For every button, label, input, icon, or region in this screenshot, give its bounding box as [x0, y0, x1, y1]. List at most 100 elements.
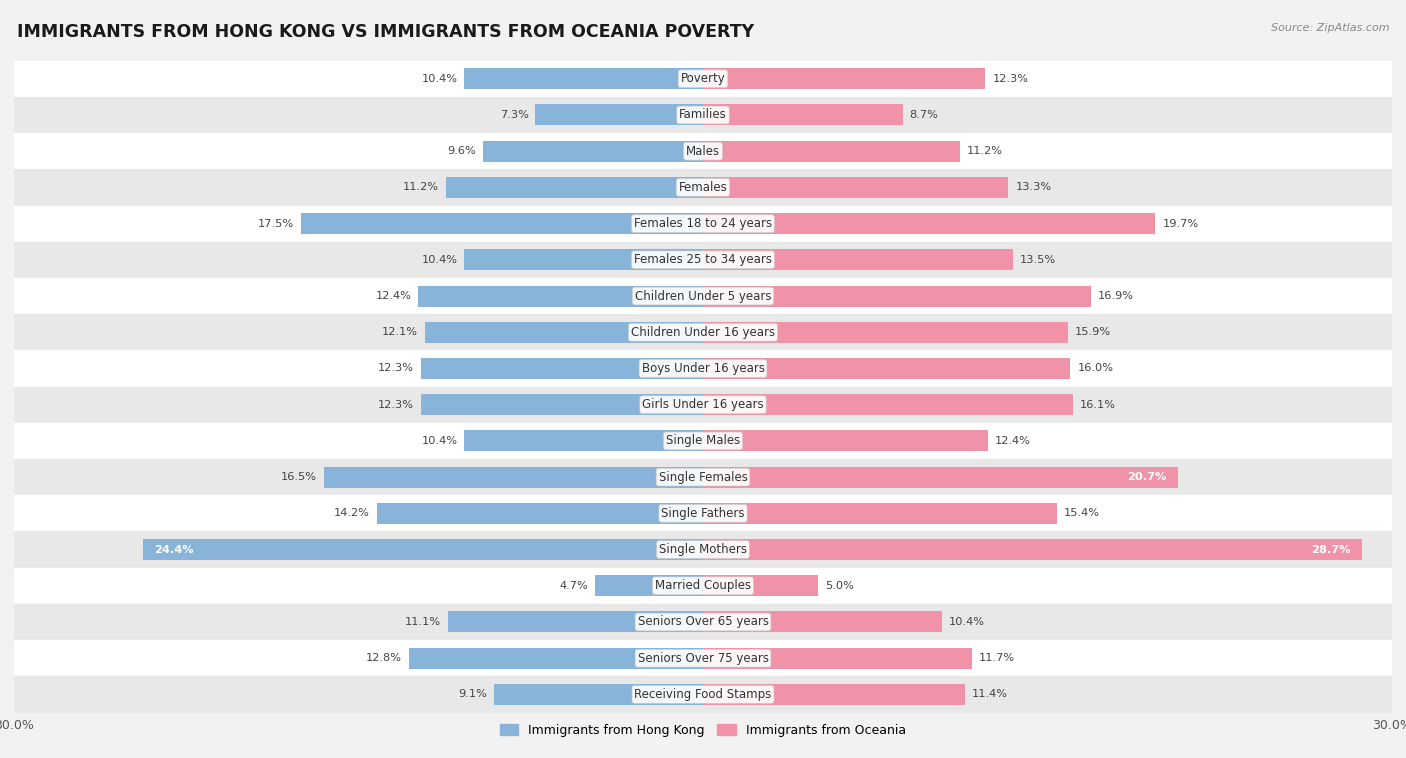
Text: 13.3%: 13.3% — [1015, 183, 1052, 193]
Bar — [418, 286, 703, 306]
Text: 10.4%: 10.4% — [422, 255, 457, 265]
Text: Single Females: Single Females — [658, 471, 748, 484]
Text: 9.1%: 9.1% — [458, 690, 486, 700]
Text: 19.7%: 19.7% — [1163, 218, 1198, 229]
Text: 24.4%: 24.4% — [155, 544, 194, 555]
Text: 12.3%: 12.3% — [378, 399, 413, 409]
Text: 11.2%: 11.2% — [404, 183, 439, 193]
Bar — [14, 640, 1392, 676]
Text: Seniors Over 65 years: Seniors Over 65 years — [637, 615, 769, 628]
Bar — [14, 676, 1392, 713]
Text: Single Males: Single Males — [666, 434, 740, 447]
Text: 8.7%: 8.7% — [910, 110, 939, 120]
Bar — [703, 394, 1073, 415]
Text: 10.4%: 10.4% — [949, 617, 984, 627]
Text: 11.1%: 11.1% — [405, 617, 441, 627]
Text: 14.2%: 14.2% — [335, 509, 370, 518]
Text: 4.7%: 4.7% — [560, 581, 588, 590]
Text: 13.5%: 13.5% — [1019, 255, 1056, 265]
Bar — [14, 242, 1392, 278]
Bar — [14, 61, 1392, 97]
Text: 7.3%: 7.3% — [499, 110, 529, 120]
Bar — [464, 249, 703, 271]
Text: IMMIGRANTS FROM HONG KONG VS IMMIGRANTS FROM OCEANIA POVERTY: IMMIGRANTS FROM HONG KONG VS IMMIGRANTS … — [17, 23, 754, 41]
Bar — [703, 647, 972, 669]
Bar — [464, 431, 703, 452]
Text: 12.4%: 12.4% — [375, 291, 412, 301]
Text: Receiving Food Stamps: Receiving Food Stamps — [634, 688, 772, 701]
Bar — [703, 105, 903, 126]
Text: 10.4%: 10.4% — [422, 436, 457, 446]
Text: Single Fathers: Single Fathers — [661, 507, 745, 520]
Text: 20.7%: 20.7% — [1128, 472, 1167, 482]
Text: 16.1%: 16.1% — [1080, 399, 1115, 409]
Text: 15.4%: 15.4% — [1063, 509, 1099, 518]
Bar — [703, 431, 988, 452]
Text: Females: Females — [679, 181, 727, 194]
Bar — [409, 647, 703, 669]
Bar — [703, 575, 818, 597]
Bar — [14, 531, 1392, 568]
Text: 9.6%: 9.6% — [447, 146, 475, 156]
Text: Single Mothers: Single Mothers — [659, 543, 747, 556]
Bar — [703, 684, 965, 705]
Text: 16.0%: 16.0% — [1077, 364, 1114, 374]
Bar — [703, 68, 986, 89]
Legend: Immigrants from Hong Kong, Immigrants from Oceania: Immigrants from Hong Kong, Immigrants fr… — [495, 719, 911, 742]
Bar — [703, 249, 1012, 271]
Bar — [420, 394, 703, 415]
Text: Females 18 to 24 years: Females 18 to 24 years — [634, 217, 772, 230]
Bar — [377, 503, 703, 524]
Bar — [703, 141, 960, 161]
Text: 5.0%: 5.0% — [825, 581, 853, 590]
Text: Families: Families — [679, 108, 727, 121]
Text: 12.4%: 12.4% — [994, 436, 1031, 446]
Bar — [14, 205, 1392, 242]
Bar — [482, 141, 703, 161]
Text: Boys Under 16 years: Boys Under 16 years — [641, 362, 765, 375]
Bar — [301, 213, 703, 234]
Bar — [703, 358, 1070, 379]
Text: 11.2%: 11.2% — [967, 146, 1002, 156]
Text: Poverty: Poverty — [681, 72, 725, 85]
Bar — [703, 213, 1156, 234]
Bar — [703, 467, 1178, 487]
Text: 12.3%: 12.3% — [378, 364, 413, 374]
Bar — [536, 105, 703, 126]
Text: Children Under 5 years: Children Under 5 years — [634, 290, 772, 302]
Text: 28.7%: 28.7% — [1312, 544, 1351, 555]
Bar — [446, 177, 703, 198]
Text: 10.4%: 10.4% — [422, 74, 457, 83]
Text: 12.8%: 12.8% — [366, 653, 402, 663]
Bar — [14, 459, 1392, 495]
Text: Males: Males — [686, 145, 720, 158]
Bar — [449, 612, 703, 632]
Bar — [595, 575, 703, 597]
Bar — [14, 169, 1392, 205]
Text: Married Couples: Married Couples — [655, 579, 751, 592]
Text: Females 25 to 34 years: Females 25 to 34 years — [634, 253, 772, 266]
Bar — [420, 358, 703, 379]
Bar — [703, 286, 1091, 306]
Bar — [14, 133, 1392, 169]
Bar — [703, 321, 1069, 343]
Text: 11.4%: 11.4% — [972, 690, 1008, 700]
Text: 16.5%: 16.5% — [281, 472, 318, 482]
Text: Source: ZipAtlas.com: Source: ZipAtlas.com — [1271, 23, 1389, 33]
Bar — [703, 612, 942, 632]
Bar — [323, 467, 703, 487]
Bar — [703, 539, 1362, 560]
Text: Children Under 16 years: Children Under 16 years — [631, 326, 775, 339]
Bar — [494, 684, 703, 705]
Bar — [14, 568, 1392, 604]
Text: Seniors Over 75 years: Seniors Over 75 years — [637, 652, 769, 665]
Bar — [14, 350, 1392, 387]
Bar — [703, 503, 1057, 524]
Text: 15.9%: 15.9% — [1076, 327, 1111, 337]
Bar — [464, 68, 703, 89]
Bar — [142, 539, 703, 560]
Text: 12.3%: 12.3% — [993, 74, 1028, 83]
Bar — [14, 97, 1392, 133]
Bar — [703, 177, 1008, 198]
Bar — [14, 604, 1392, 640]
